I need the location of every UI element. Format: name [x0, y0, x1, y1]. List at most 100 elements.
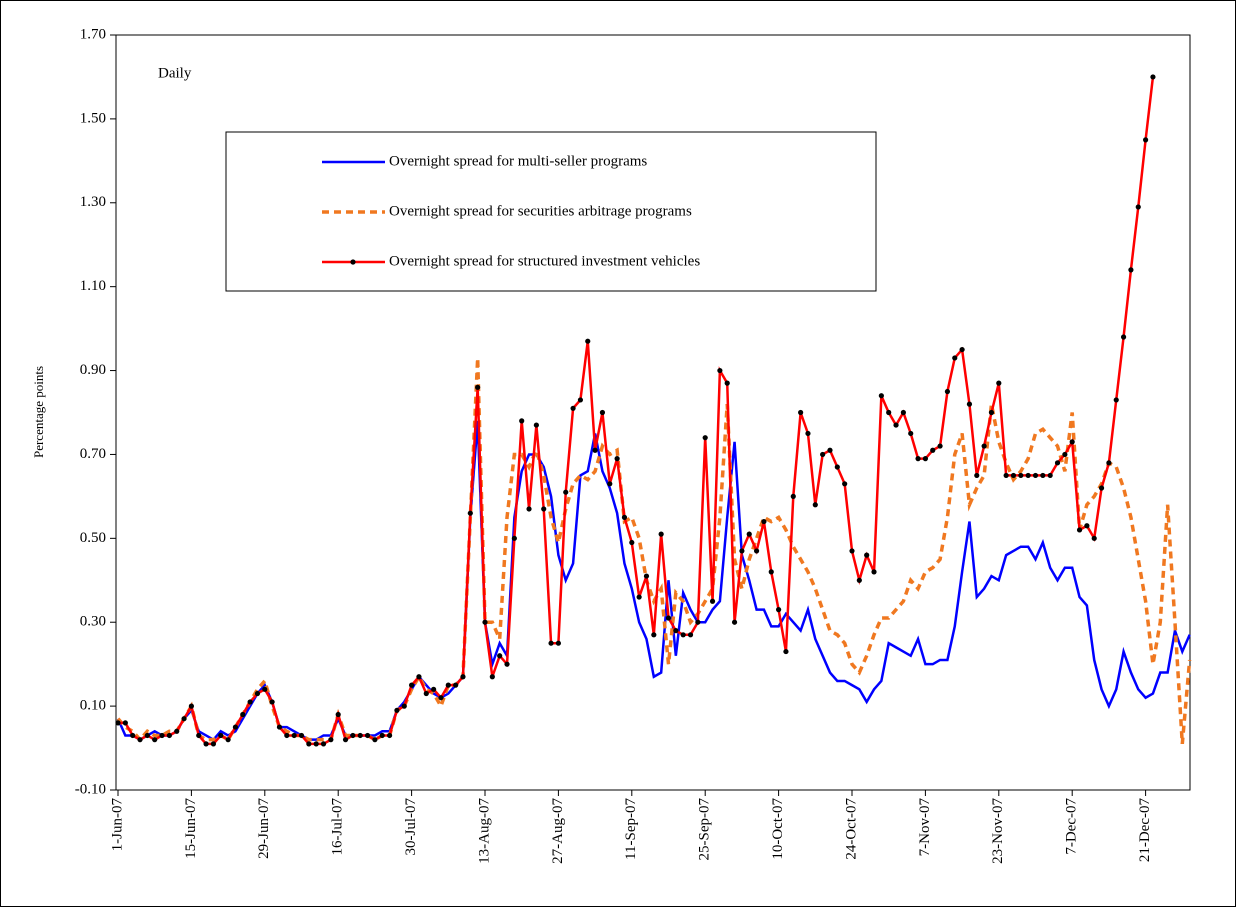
point [695, 619, 701, 625]
y-tick-label: 1.70 [80, 26, 106, 42]
point [1032, 472, 1039, 479]
y-tick-label: 1.50 [80, 110, 106, 126]
point [1128, 267, 1134, 273]
point [1076, 527, 1083, 533]
point [218, 732, 224, 739]
point [599, 409, 606, 416]
point [386, 732, 393, 739]
y-tick-label: 1.30 [80, 194, 106, 210]
x-tick-label: 25-Sep-07 [697, 798, 713, 861]
point [1054, 460, 1061, 466]
annotation: Daily [158, 65, 192, 81]
plot-area [115, 34, 1191, 791]
point [922, 456, 929, 462]
y-axis-title: Percentage points [31, 366, 46, 458]
point [731, 619, 738, 625]
point [592, 447, 598, 453]
point [1084, 523, 1090, 529]
point [563, 489, 569, 495]
series-line [116, 420, 1191, 742]
point [621, 514, 628, 520]
point [952, 355, 958, 361]
point [130, 732, 136, 739]
legend-marker [350, 259, 356, 265]
x-tick-label: 27-Aug-07 [550, 798, 566, 864]
point [438, 695, 444, 701]
point [254, 690, 261, 697]
point [328, 737, 334, 743]
point [372, 737, 378, 743]
point [761, 518, 767, 525]
point [240, 711, 246, 718]
point [665, 615, 672, 621]
point [1047, 472, 1053, 479]
point [783, 648, 789, 655]
point [342, 737, 349, 743]
point [489, 674, 495, 680]
point [394, 707, 400, 713]
legend-label: Overnight spread for structured investme… [389, 253, 700, 269]
point [996, 380, 1002, 386]
point [687, 632, 694, 638]
x-tick-label: 13-Aug-07 [476, 798, 492, 864]
point [144, 732, 150, 739]
point [475, 384, 481, 390]
point [753, 548, 760, 554]
point [871, 569, 877, 575]
point [570, 405, 576, 411]
point [776, 607, 782, 613]
point [379, 732, 385, 739]
point [680, 632, 686, 638]
x-tick-label: 23-Nov-07 [990, 798, 1006, 864]
point [908, 430, 914, 437]
point [423, 690, 429, 697]
point [842, 481, 848, 487]
point [915, 456, 921, 462]
point [335, 711, 341, 718]
point [1040, 472, 1046, 479]
y-tick-label: 1.10 [80, 278, 106, 294]
point [746, 531, 752, 537]
point [1150, 74, 1156, 80]
x-tick-label: 7-Dec-07 [1064, 798, 1080, 855]
point [115, 720, 121, 726]
point [1143, 137, 1149, 143]
point [467, 510, 473, 516]
legend-label: Overnight spread for multi-seller progra… [389, 153, 647, 169]
point [886, 409, 892, 416]
point [298, 732, 305, 739]
point [533, 422, 539, 428]
point [864, 552, 870, 558]
point [1113, 397, 1119, 403]
point [460, 674, 466, 680]
point [122, 720, 128, 726]
point [526, 506, 532, 512]
point [210, 741, 217, 747]
point [269, 699, 275, 705]
point [453, 682, 459, 688]
point [247, 699, 253, 705]
point [497, 653, 503, 659]
point [416, 674, 422, 680]
point [1018, 472, 1024, 479]
point [944, 388, 951, 395]
point [284, 732, 290, 739]
legend-label: Overnight spread for securities arbitrag… [389, 203, 692, 219]
point [174, 728, 180, 734]
point [188, 703, 194, 709]
point [291, 732, 297, 739]
point [445, 682, 451, 688]
point [790, 493, 796, 499]
point [401, 703, 407, 709]
x-tick-label: 29-Jun-07 [256, 798, 272, 859]
point [1135, 204, 1141, 210]
point [651, 632, 657, 638]
point [555, 640, 562, 646]
series-line [118, 76, 1155, 746]
point [511, 535, 517, 541]
y-tick-label: 0.70 [80, 446, 106, 462]
point [364, 732, 371, 739]
point [541, 506, 547, 512]
point [636, 594, 642, 600]
